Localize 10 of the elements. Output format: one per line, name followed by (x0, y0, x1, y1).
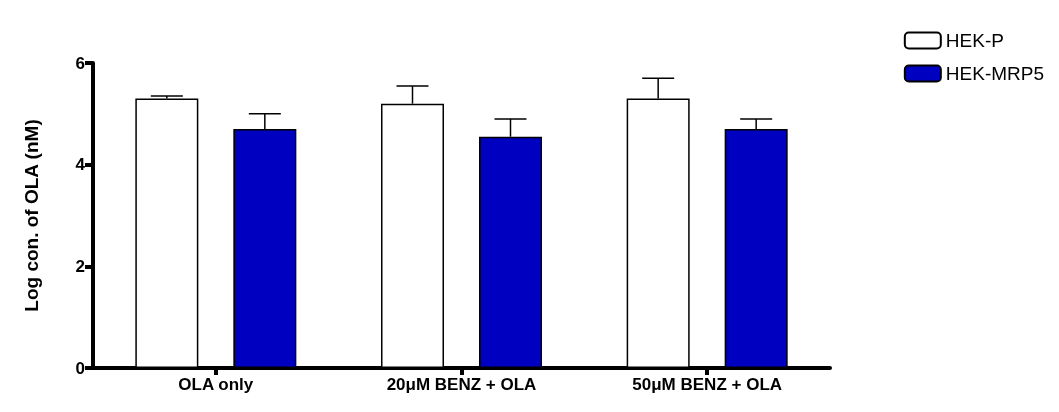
y-tick-label: 6 (75, 53, 85, 73)
y-tick-label: 2 (75, 256, 85, 276)
x-tick-label: 50μM BENZ + OLA (632, 375, 783, 394)
y-tick-label: 0 (75, 358, 85, 378)
y-axis-title: Log con. of OLA (nM) (21, 119, 42, 312)
legend-label: HEK-P (945, 30, 1004, 51)
legend-label: HEK-MRP5 (945, 63, 1045, 84)
y-tick-label: 4 (75, 155, 86, 175)
x-tick-label: OLA only (178, 375, 254, 394)
x-tick-label: 20μM BENZ + OLA (386, 375, 537, 394)
